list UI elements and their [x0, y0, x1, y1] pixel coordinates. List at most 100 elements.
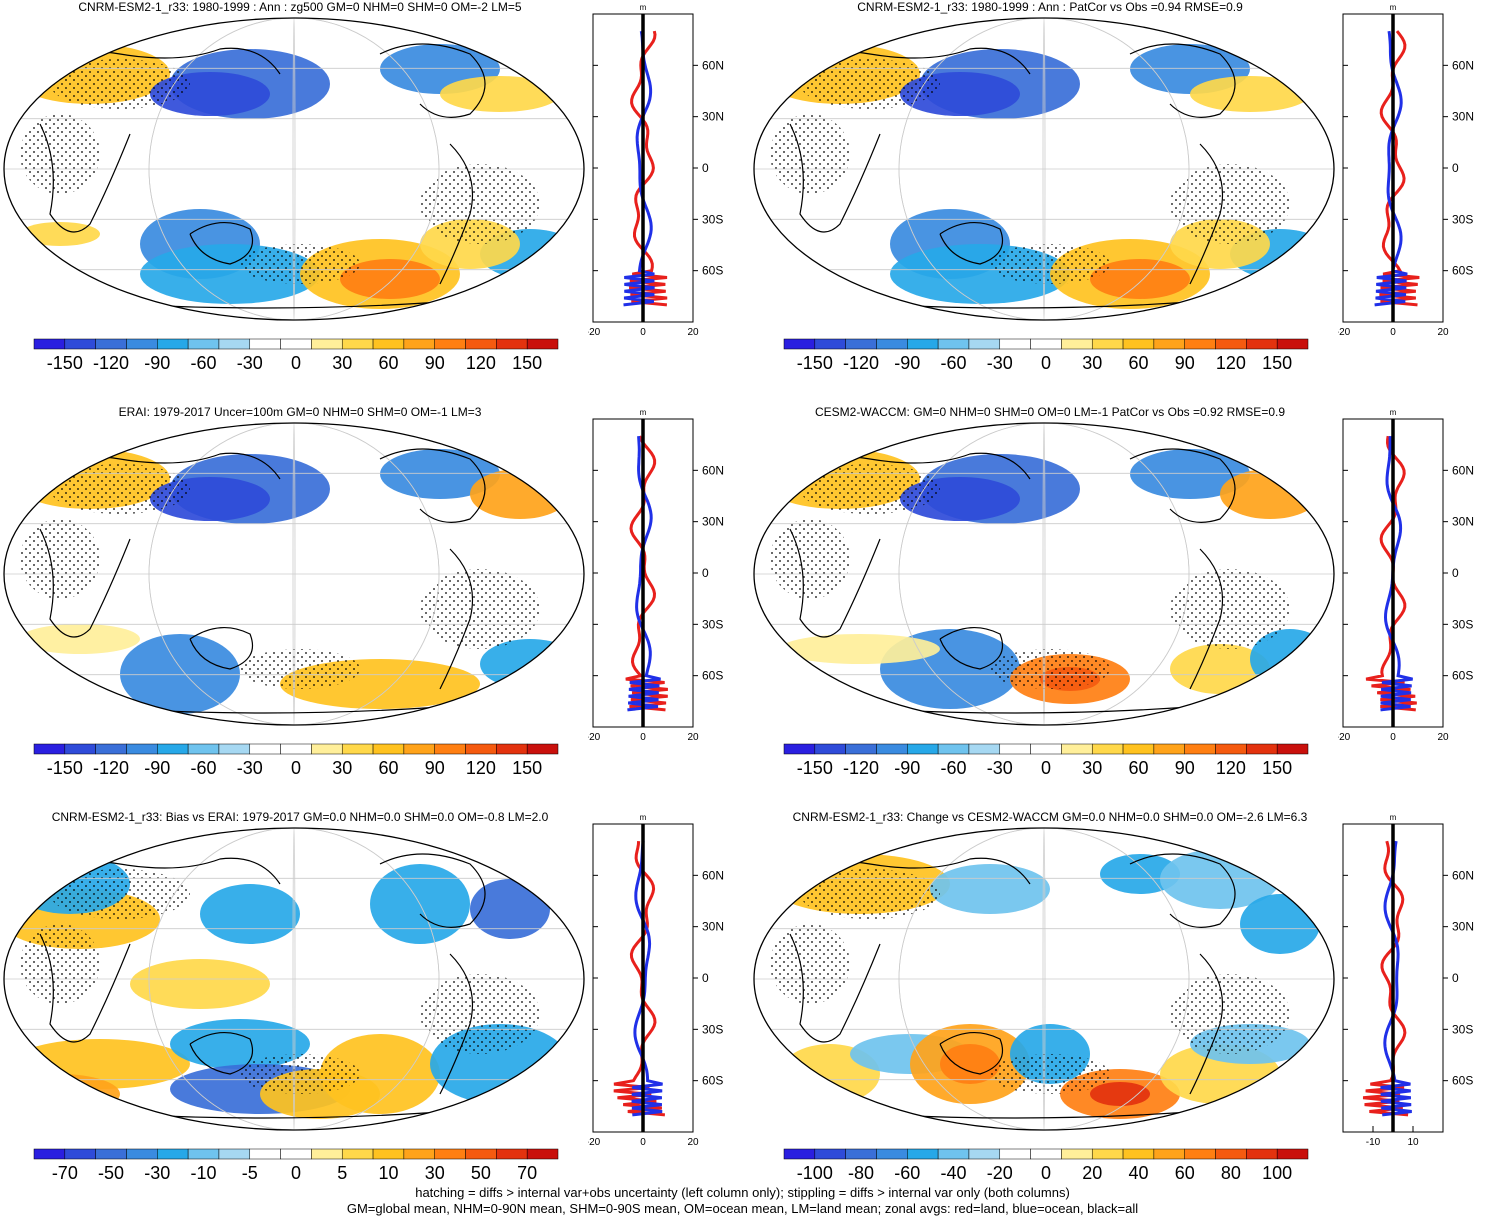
- coastline-3: [1129, 448, 1236, 523]
- colorbar-box-13: [1184, 338, 1216, 350]
- stippling-3: [770, 519, 850, 599]
- zonal-units: m: [640, 408, 647, 417]
- coastline-4: [439, 548, 474, 690]
- lat-label: 60S: [702, 1074, 723, 1088]
- colorbar-label: 30: [425, 1163, 445, 1183]
- zonal-line-land: [625, 435, 668, 712]
- zonal-units: m: [1390, 813, 1397, 822]
- stippling-0: [800, 869, 940, 919]
- colorbar-box-15: [496, 1148, 528, 1160]
- graticule-lon: [292, 423, 296, 725]
- colorbar-box-12: [403, 1148, 435, 1160]
- zonal-units: m: [640, 813, 647, 822]
- colorbar-box-2: [845, 338, 877, 350]
- stippling-1: [990, 1054, 1110, 1094]
- colorbar-label: 150: [512, 758, 542, 778]
- colorbar-label: 60: [1175, 1163, 1195, 1183]
- zonal-units: m: [640, 3, 647, 12]
- colorbar-box-14: [1215, 338, 1247, 350]
- colorbar-box-14: [465, 743, 497, 755]
- colorbar-label: -100: [797, 1163, 833, 1183]
- panel-title: CNRM-ESM2-1_r33: 1980-1999 : Ann : PatCo…: [857, 0, 1243, 14]
- colorbar-label: -30: [237, 758, 263, 778]
- colorbar-box-4: [907, 743, 939, 755]
- colorbar-box-2: [845, 1148, 877, 1160]
- lat-label: 0: [1452, 161, 1459, 175]
- colorbar-box-3: [876, 743, 908, 755]
- stippling-0: [800, 464, 940, 514]
- graticule-lon: [1042, 423, 1046, 725]
- colorbar-label: -60: [191, 758, 217, 778]
- stippling-2: [1170, 974, 1290, 1054]
- coastline-2: [189, 1031, 254, 1075]
- x-tick-label: 20: [687, 732, 699, 740]
- lat-label: 30S: [702, 617, 723, 631]
- anomaly-region-2: [200, 884, 300, 944]
- lat-label: 30S: [702, 212, 723, 226]
- colorbar-label: -150: [47, 353, 83, 373]
- zonal-line-ocean: [1374, 30, 1408, 307]
- anomaly-region-8: [340, 259, 440, 299]
- colorbar-label: 0: [1041, 758, 1051, 778]
- lat-label: 60N: [1452, 58, 1474, 72]
- colorbar-box-12: [1153, 1148, 1185, 1160]
- colorbar: -150 -120 -90 -60 -30 0 30 60 90 120 150: [33, 338, 559, 373]
- colorbar-box-12: [403, 338, 435, 350]
- colorbar-label: 0: [1041, 353, 1051, 373]
- graticule-lon: [148, 18, 440, 320]
- colorbar-box-5: [187, 1148, 220, 1160]
- coastline-1: [789, 933, 881, 1043]
- colorbar-label: 150: [1262, 353, 1292, 373]
- colorbar-label: 0: [291, 1163, 301, 1183]
- map-border: [3, 17, 585, 321]
- coastline-1: [789, 528, 881, 638]
- coastline-4: [1189, 143, 1224, 285]
- colorbar-box-10: [341, 1148, 374, 1160]
- colorbar: -70 -50 -30 -10 -5 0 5 10 30 50 70: [33, 1148, 559, 1183]
- lat-label: 30N: [1452, 110, 1474, 124]
- zonal-average-plot: m 60N 30N 0 30S 60S -20 0 20: [588, 813, 724, 1145]
- colorbar-label: 90: [1175, 758, 1195, 778]
- anomaly-region-1: [930, 864, 1050, 914]
- colorbar-box-4: [157, 338, 189, 350]
- colorbar-label: 80: [1221, 1163, 1241, 1183]
- x-tick-label: 0: [640, 732, 646, 740]
- colorbar-label: 5: [337, 1163, 347, 1183]
- stippling-1: [990, 244, 1110, 284]
- colorbar-box-2: [95, 1148, 127, 1160]
- zonal-average-plot: m 60N 30N 0 30S 60S -20 0 20: [588, 3, 724, 335]
- coastline-2: [939, 626, 1004, 670]
- stippling-2: [420, 569, 540, 649]
- lat-label: 30N: [1452, 920, 1474, 934]
- colorbar-box-6: [218, 1148, 251, 1160]
- coastline-3: [379, 853, 486, 928]
- zonal-line-land: [613, 841, 666, 1117]
- map-border: [3, 827, 585, 1131]
- colorbar-box-10: [341, 743, 374, 755]
- panel-title: ERAI: 1979-2017 Uncer=100m GM=0 NHM=0 SH…: [118, 405, 482, 419]
- colorbar-box-9: [1061, 1148, 1093, 1160]
- map-border: [3, 422, 585, 726]
- colorbar-box-2: [95, 743, 127, 755]
- coastline-4: [1189, 953, 1224, 1095]
- graticule-lon: [1042, 18, 1046, 320]
- stippling-2: [1170, 164, 1290, 244]
- panel-p2: CNRM-ESM2-1_r33: 1980-1999 : Ann : PatCo…: [750, 0, 1485, 405]
- colorbar-label: 120: [1216, 353, 1246, 373]
- lat-label: 60N: [702, 58, 724, 72]
- zonal-units: m: [1390, 3, 1397, 12]
- anomaly-region-10: [780, 634, 940, 664]
- colorbar-box-5: [937, 743, 970, 755]
- colorbar-box-11: [1122, 1148, 1155, 1160]
- colorbar-label: 0: [291, 758, 301, 778]
- colorbar-label: 120: [1216, 758, 1246, 778]
- colorbar-box-4: [907, 338, 939, 350]
- colorbar-box-7: [999, 743, 1031, 755]
- colorbar-box-9: [311, 338, 343, 350]
- footer-line-2: GM=global mean, NHM=0-90N mean, SHM=0-90…: [346, 1201, 1139, 1216]
- x-tick-label: 0: [640, 1137, 646, 1145]
- colorbar-box-11: [372, 743, 405, 755]
- lat-label: 60S: [1452, 669, 1473, 683]
- anomaly-region-4: [470, 879, 550, 939]
- x-tick-label: -20: [1338, 327, 1351, 335]
